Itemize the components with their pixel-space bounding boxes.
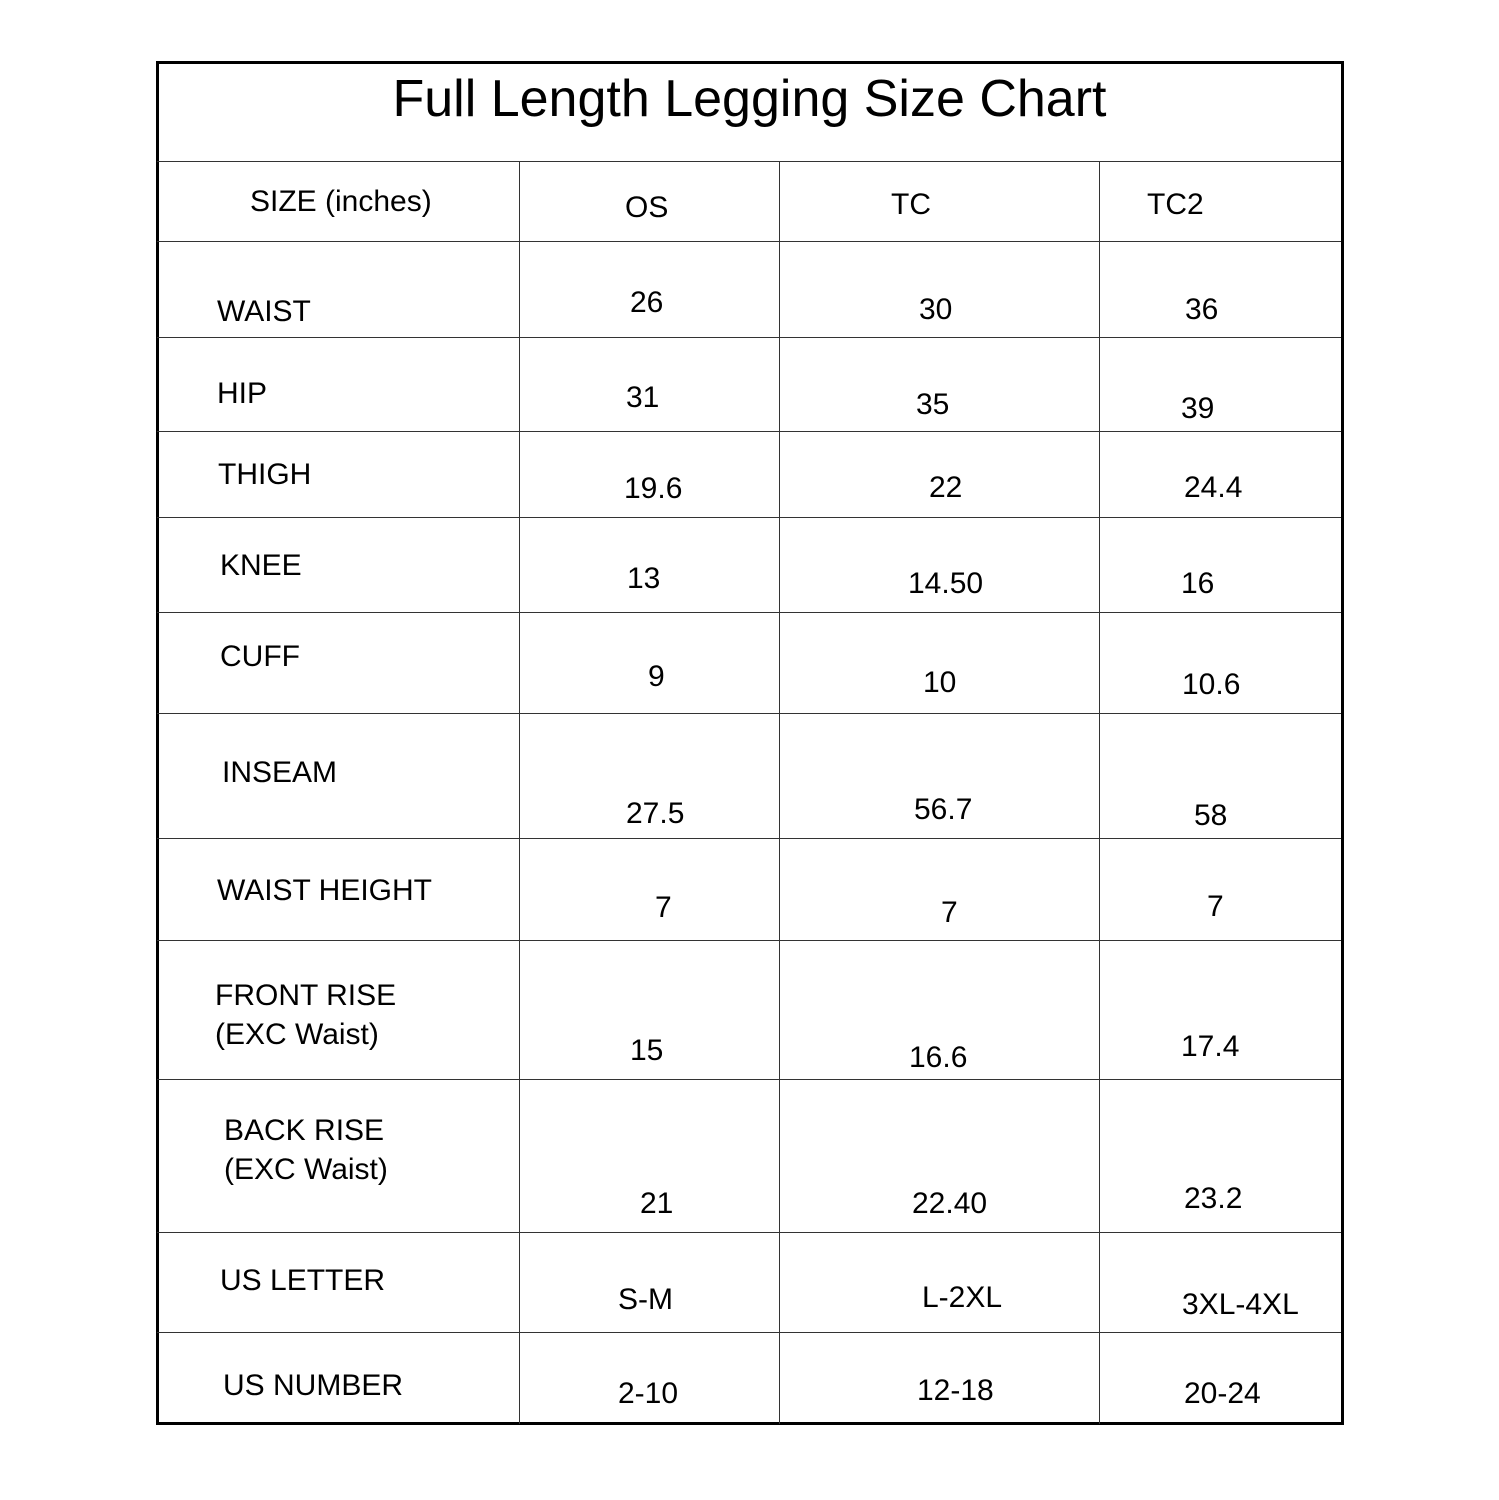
cell-os: S-M [618, 1283, 673, 1316]
header-column-tc: TC [891, 188, 931, 221]
cell-tc2: 36 [1185, 293, 1219, 326]
cell-os: 2-10 [618, 1377, 679, 1410]
row-label: CUFF [220, 640, 300, 673]
header-column-tc2: TC2 [1147, 188, 1204, 221]
cell-os: 15 [630, 1034, 664, 1067]
row-label: INSEAM [222, 756, 338, 789]
row-divider [157, 713, 1341, 714]
row-label: WAIST [217, 295, 311, 328]
row-label: (EXC Waist) [215, 1018, 379, 1051]
column-divider [519, 161, 520, 1424]
cell-tc: 12-18 [917, 1374, 994, 1407]
cell-tc2: 23.2 [1184, 1182, 1243, 1215]
row-label: BACK RISE [224, 1114, 385, 1147]
cell-os: 13 [627, 562, 661, 595]
cell-os: 9 [648, 660, 665, 693]
chart-title: Full Length Legging Size Chart [392, 70, 1107, 128]
row-label: HIP [217, 377, 268, 410]
row-label: WAIST HEIGHT [217, 874, 433, 907]
cell-tc: L-2XL [922, 1281, 1003, 1314]
cell-tc2: 10.6 [1182, 668, 1241, 701]
header-size-label: SIZE (inches) [250, 185, 432, 218]
row-divider [157, 161, 1341, 162]
cell-tc: 16.6 [909, 1041, 968, 1074]
cell-tc2: 17.4 [1181, 1030, 1240, 1063]
cell-tc2: 58 [1194, 799, 1228, 832]
cell-os: 31 [626, 381, 660, 414]
row-divider [157, 337, 1341, 338]
row-label: KNEE [220, 549, 302, 582]
row-divider [157, 431, 1341, 432]
cell-tc: 30 [919, 293, 953, 326]
cell-tc: 35 [916, 388, 950, 421]
row-divider [157, 612, 1341, 613]
row-divider [157, 1079, 1341, 1080]
cell-tc: 22.40 [912, 1187, 988, 1220]
row-label: FRONT RISE [215, 979, 397, 1012]
row-divider [157, 241, 1341, 242]
row-divider [157, 1332, 1341, 1333]
row-label: US NUMBER [223, 1369, 404, 1402]
row-divider [157, 940, 1341, 941]
cell-os: 7 [655, 891, 672, 924]
row-label: (EXC Waist) [224, 1153, 388, 1186]
size-chart-table [156, 61, 1344, 1425]
cell-os: 19.6 [624, 472, 683, 505]
cell-tc: 7 [941, 896, 958, 929]
row-divider [157, 1232, 1341, 1233]
row-label: US LETTER [220, 1264, 386, 1297]
cell-tc2: 24.4 [1184, 471, 1243, 504]
cell-os: 26 [630, 286, 664, 319]
column-divider [779, 161, 780, 1424]
cell-tc2: 7 [1207, 890, 1224, 923]
cell-os: 27.5 [626, 797, 685, 830]
row-label: THIGH [218, 458, 312, 491]
cell-tc2: 3XL-4XL [1182, 1288, 1299, 1321]
cell-tc: 22 [929, 471, 963, 504]
cell-tc2: 20-24 [1184, 1377, 1261, 1410]
cell-tc: 10 [923, 666, 957, 699]
cell-tc: 56.7 [914, 793, 973, 826]
cell-os: 21 [640, 1187, 674, 1220]
column-divider [1099, 161, 1100, 1424]
header-column-os: OS [625, 191, 669, 224]
cell-tc: 14.50 [908, 567, 984, 600]
row-divider [157, 517, 1341, 518]
cell-tc2: 39 [1181, 392, 1215, 425]
cell-tc2: 16 [1181, 567, 1215, 600]
row-divider [157, 838, 1341, 839]
